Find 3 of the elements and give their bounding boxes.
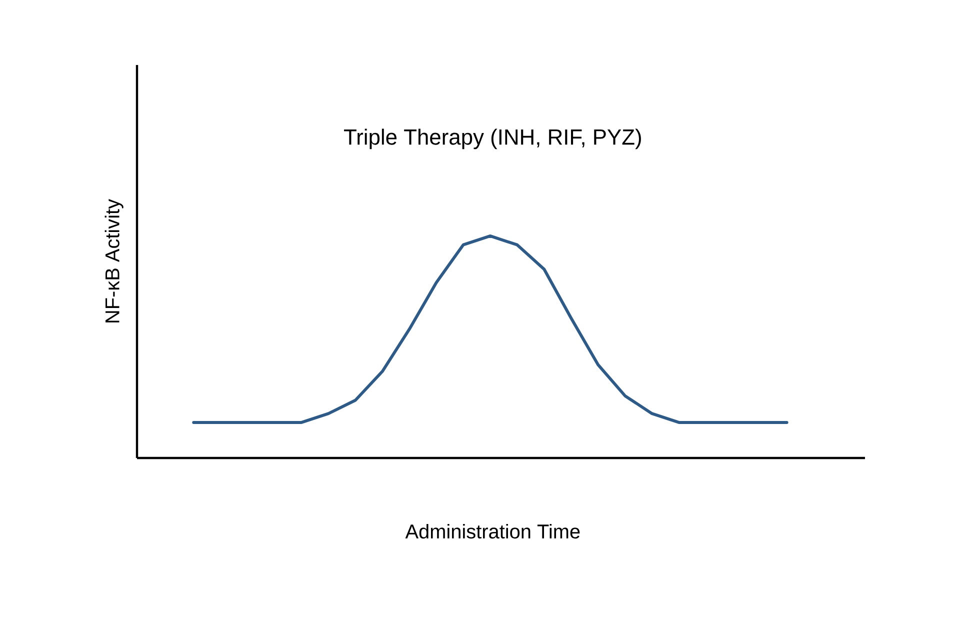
x-axis-title: Administration Time (405, 524, 580, 539)
y-axis-title: NF-κB Activity (104, 199, 124, 322)
chart-title: Triple Therapy (INH, RIF, PYZ) (344, 128, 641, 150)
